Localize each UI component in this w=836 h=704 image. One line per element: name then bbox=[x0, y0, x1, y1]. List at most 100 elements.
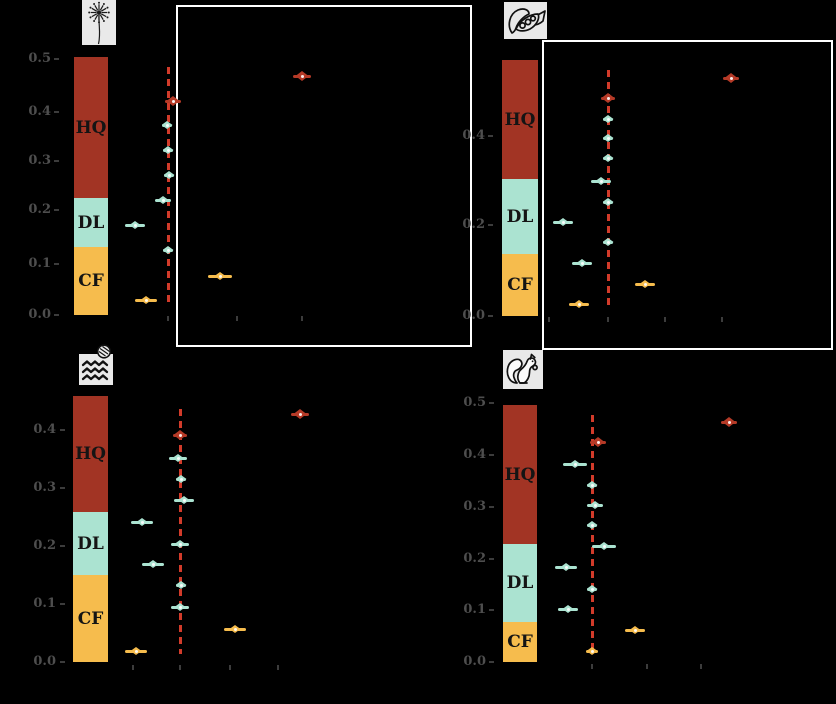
y-axis-label-a: 0.4 bbox=[28, 104, 51, 119]
y-axis-label-d: 0.2 bbox=[463, 551, 486, 566]
stacked-bar-segment-cf-c: CF bbox=[73, 575, 108, 662]
point-center-dot-c bbox=[179, 583, 183, 587]
point-center-dot-a bbox=[218, 274, 222, 278]
stacked-bar-segment-dl-d: DL bbox=[503, 544, 537, 622]
point-center-dot-b bbox=[606, 156, 610, 160]
stacked-bar-segment-hq-c: HQ bbox=[73, 396, 108, 512]
y-axis-tick-b bbox=[488, 315, 493, 317]
segment-label-hq-c: HQ bbox=[75, 444, 106, 464]
x-axis-tick-c bbox=[179, 665, 181, 670]
x-axis-tick-d bbox=[646, 664, 648, 669]
stacked-bar-segment-dl-b: DL bbox=[502, 179, 538, 254]
stacked-bar-segment-hq-b: HQ bbox=[502, 60, 538, 179]
x-axis-tick-d bbox=[700, 664, 702, 669]
inset-box-b bbox=[542, 40, 833, 350]
y-axis-tick-c bbox=[60, 487, 65, 489]
x-axis-tick-a bbox=[301, 316, 303, 321]
y-axis-label-b: 0.2 bbox=[462, 217, 485, 232]
y-axis-tick-c bbox=[60, 429, 65, 431]
point-center-dot-c bbox=[182, 498, 186, 502]
y-axis-label-a: 0.3 bbox=[28, 153, 51, 168]
stacked-bar-segment-dl-a: DL bbox=[74, 198, 108, 247]
point-center-dot-c bbox=[151, 562, 155, 566]
point-center-dot-b bbox=[580, 261, 584, 265]
stacked-bar-segment-dl-c: DL bbox=[73, 512, 108, 575]
y-axis-tick-a bbox=[54, 111, 59, 113]
x-axis-tick-c bbox=[277, 665, 279, 670]
x-axis-tick-b bbox=[607, 317, 609, 322]
x-axis-tick-d bbox=[591, 664, 593, 669]
y-axis-tick-a bbox=[54, 314, 59, 316]
inset-box-a bbox=[176, 5, 472, 347]
y-axis-tick-c bbox=[60, 545, 65, 547]
point-center-dot-c bbox=[178, 605, 182, 609]
point-center-dot-d bbox=[596, 440, 600, 444]
point-center-dot-d bbox=[590, 649, 594, 653]
water-icon bbox=[78, 344, 114, 385]
point-center-dot-a bbox=[166, 148, 170, 152]
point-center-dot-a bbox=[167, 173, 171, 177]
point-center-dot-b bbox=[729, 76, 733, 80]
stacked-bar-segment-cf-b: CF bbox=[502, 254, 538, 316]
y-axis-tick-a bbox=[54, 209, 59, 211]
point-center-dot-d bbox=[573, 462, 577, 466]
y-axis-tick-d bbox=[489, 609, 494, 611]
point-center-dot-b bbox=[606, 200, 610, 204]
y-axis-label-d: 0.4 bbox=[463, 447, 486, 462]
y-axis-tick-a bbox=[54, 58, 59, 60]
y-axis-label-c: 0.0 bbox=[33, 654, 56, 669]
x-axis-tick-a bbox=[167, 316, 169, 321]
point-center-dot-d bbox=[593, 503, 597, 507]
y-axis-tick-a bbox=[54, 263, 59, 265]
point-center-dot-a bbox=[144, 298, 148, 302]
point-center-dot-b bbox=[606, 117, 610, 121]
point-center-dot-b bbox=[643, 282, 647, 286]
point-center-dot-d bbox=[602, 544, 606, 548]
point-center-dot-a bbox=[171, 99, 175, 103]
x-axis-tick-c bbox=[132, 665, 134, 670]
y-axis-tick-d bbox=[489, 454, 494, 456]
y-axis-label-d: 0.5 bbox=[463, 395, 486, 410]
segment-label-hq-a: HQ bbox=[75, 117, 107, 138]
y-axis-label-d: 0.3 bbox=[463, 499, 486, 514]
point-center-dot-a bbox=[166, 248, 170, 252]
y-axis-label-b: 0.4 bbox=[462, 128, 485, 143]
y-axis-tick-d bbox=[489, 661, 494, 663]
dandelion-icon bbox=[82, 0, 116, 45]
segment-label-hq-d: HQ bbox=[504, 464, 536, 485]
point-center-dot-d bbox=[590, 523, 594, 527]
y-axis-label-c: 0.3 bbox=[33, 480, 56, 495]
y-axis-label-a: 0.2 bbox=[28, 202, 51, 217]
y-axis-tick-d bbox=[489, 506, 494, 508]
point-center-dot-c bbox=[298, 412, 302, 416]
segment-label-hq-b: HQ bbox=[504, 109, 536, 130]
reference-dashed-line-a bbox=[166, 67, 170, 305]
y-axis-label-a: 0.5 bbox=[28, 51, 51, 66]
segment-label-cf-a: CF bbox=[78, 271, 104, 291]
y-axis-tick-a bbox=[54, 160, 59, 162]
point-center-dot-a bbox=[161, 198, 165, 202]
y-axis-label-c: 0.4 bbox=[33, 422, 56, 437]
point-center-dot-a bbox=[165, 123, 169, 127]
point-center-dot-d bbox=[566, 607, 570, 611]
y-axis-tick-b bbox=[488, 224, 493, 226]
point-center-dot-b bbox=[606, 136, 610, 140]
y-axis-tick-b bbox=[488, 135, 493, 137]
y-axis-label-d: 0.0 bbox=[463, 654, 486, 669]
point-center-dot-b bbox=[606, 240, 610, 244]
point-center-dot-b bbox=[577, 302, 581, 306]
segment-label-cf-c: CF bbox=[77, 608, 104, 629]
x-axis-tick-b bbox=[548, 317, 550, 322]
point-center-dot-d bbox=[633, 628, 637, 632]
segment-label-dl-b: DL bbox=[506, 206, 534, 227]
point-center-dot-b bbox=[599, 179, 603, 183]
point-center-dot-c bbox=[233, 627, 237, 631]
stacked-bar-segment-hq-a: HQ bbox=[74, 57, 108, 198]
segment-label-dl-d: DL bbox=[506, 573, 534, 593]
y-axis-tick-c bbox=[60, 661, 65, 663]
y-axis-tick-d bbox=[489, 558, 494, 560]
point-center-dot-c bbox=[178, 433, 182, 437]
reference-dashed-line-d bbox=[590, 415, 594, 654]
winged-seed-icon bbox=[504, 2, 547, 39]
